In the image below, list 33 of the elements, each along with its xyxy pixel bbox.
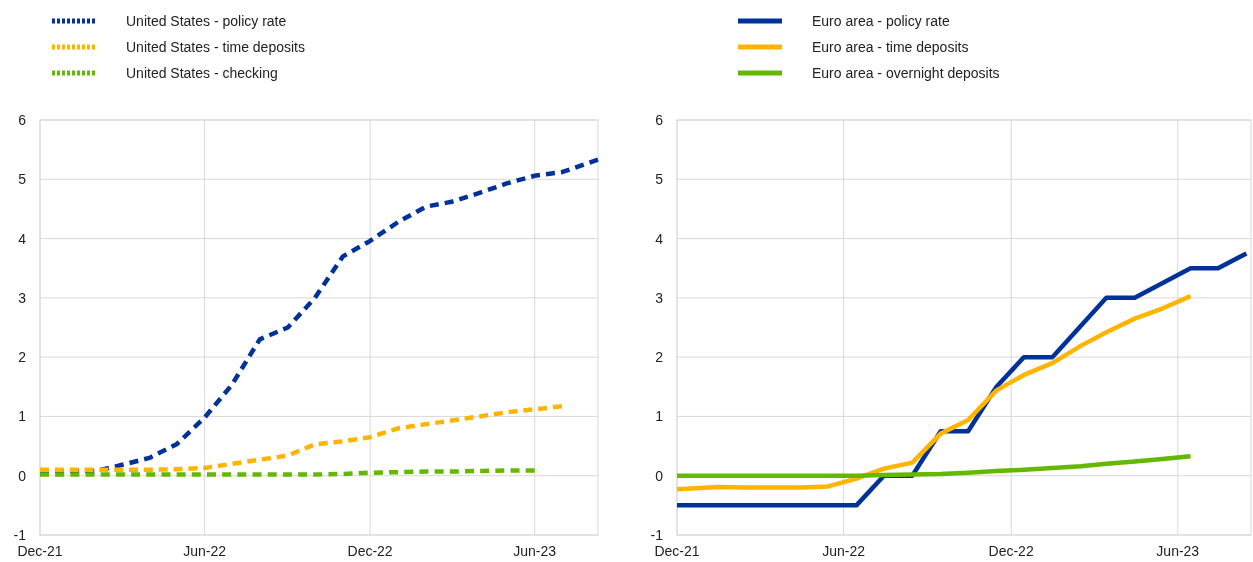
legend-label: United States - policy rate [126,13,287,29]
y-tick-label: 3 [18,289,27,306]
x-tick-label: Dec-21 [17,543,63,559]
y-tick-label: 6 [655,112,664,128]
legend-label: Euro area - policy rate [812,13,950,29]
y-tick-label: 2 [18,349,27,366]
y-tick-label: 5 [655,171,664,188]
legend-label: Euro area - time deposits [812,39,969,55]
y-tick-label: 0 [18,467,27,484]
legend-label: Euro area - overnight deposits [812,65,1000,81]
line-series [674,293,1193,492]
y-tick-label: 2 [655,349,664,366]
x-tick-label: Jun-23 [1156,543,1200,559]
y-tick-label: 4 [18,230,27,247]
y-tick-label: 0 [655,467,664,484]
y-tick-label: 4 [655,230,664,247]
legend-label: United States - time deposits [126,39,305,55]
y-tick-label: -1 [650,527,664,543]
x-tick-label: Dec-21 [654,543,700,559]
x-tick-label: Dec-22 [347,543,393,559]
y-tick-label: 5 [18,171,27,188]
x-tick-label: Dec-22 [988,543,1034,559]
x-tick-label: Jun-22 [822,543,866,559]
y-tick-label: 3 [655,289,664,306]
y-tick-label: -1 [13,527,27,543]
y-tick-label: 1 [18,408,27,425]
line-series [674,453,1193,478]
y-tick-label: 1 [655,408,664,425]
legend-label: United States - checking [126,65,278,81]
x-tick-label: Jun-22 [183,543,227,559]
y-tick-label: 6 [18,112,27,128]
x-tick-label: Jun-23 [513,543,557,559]
line-series [37,404,565,473]
